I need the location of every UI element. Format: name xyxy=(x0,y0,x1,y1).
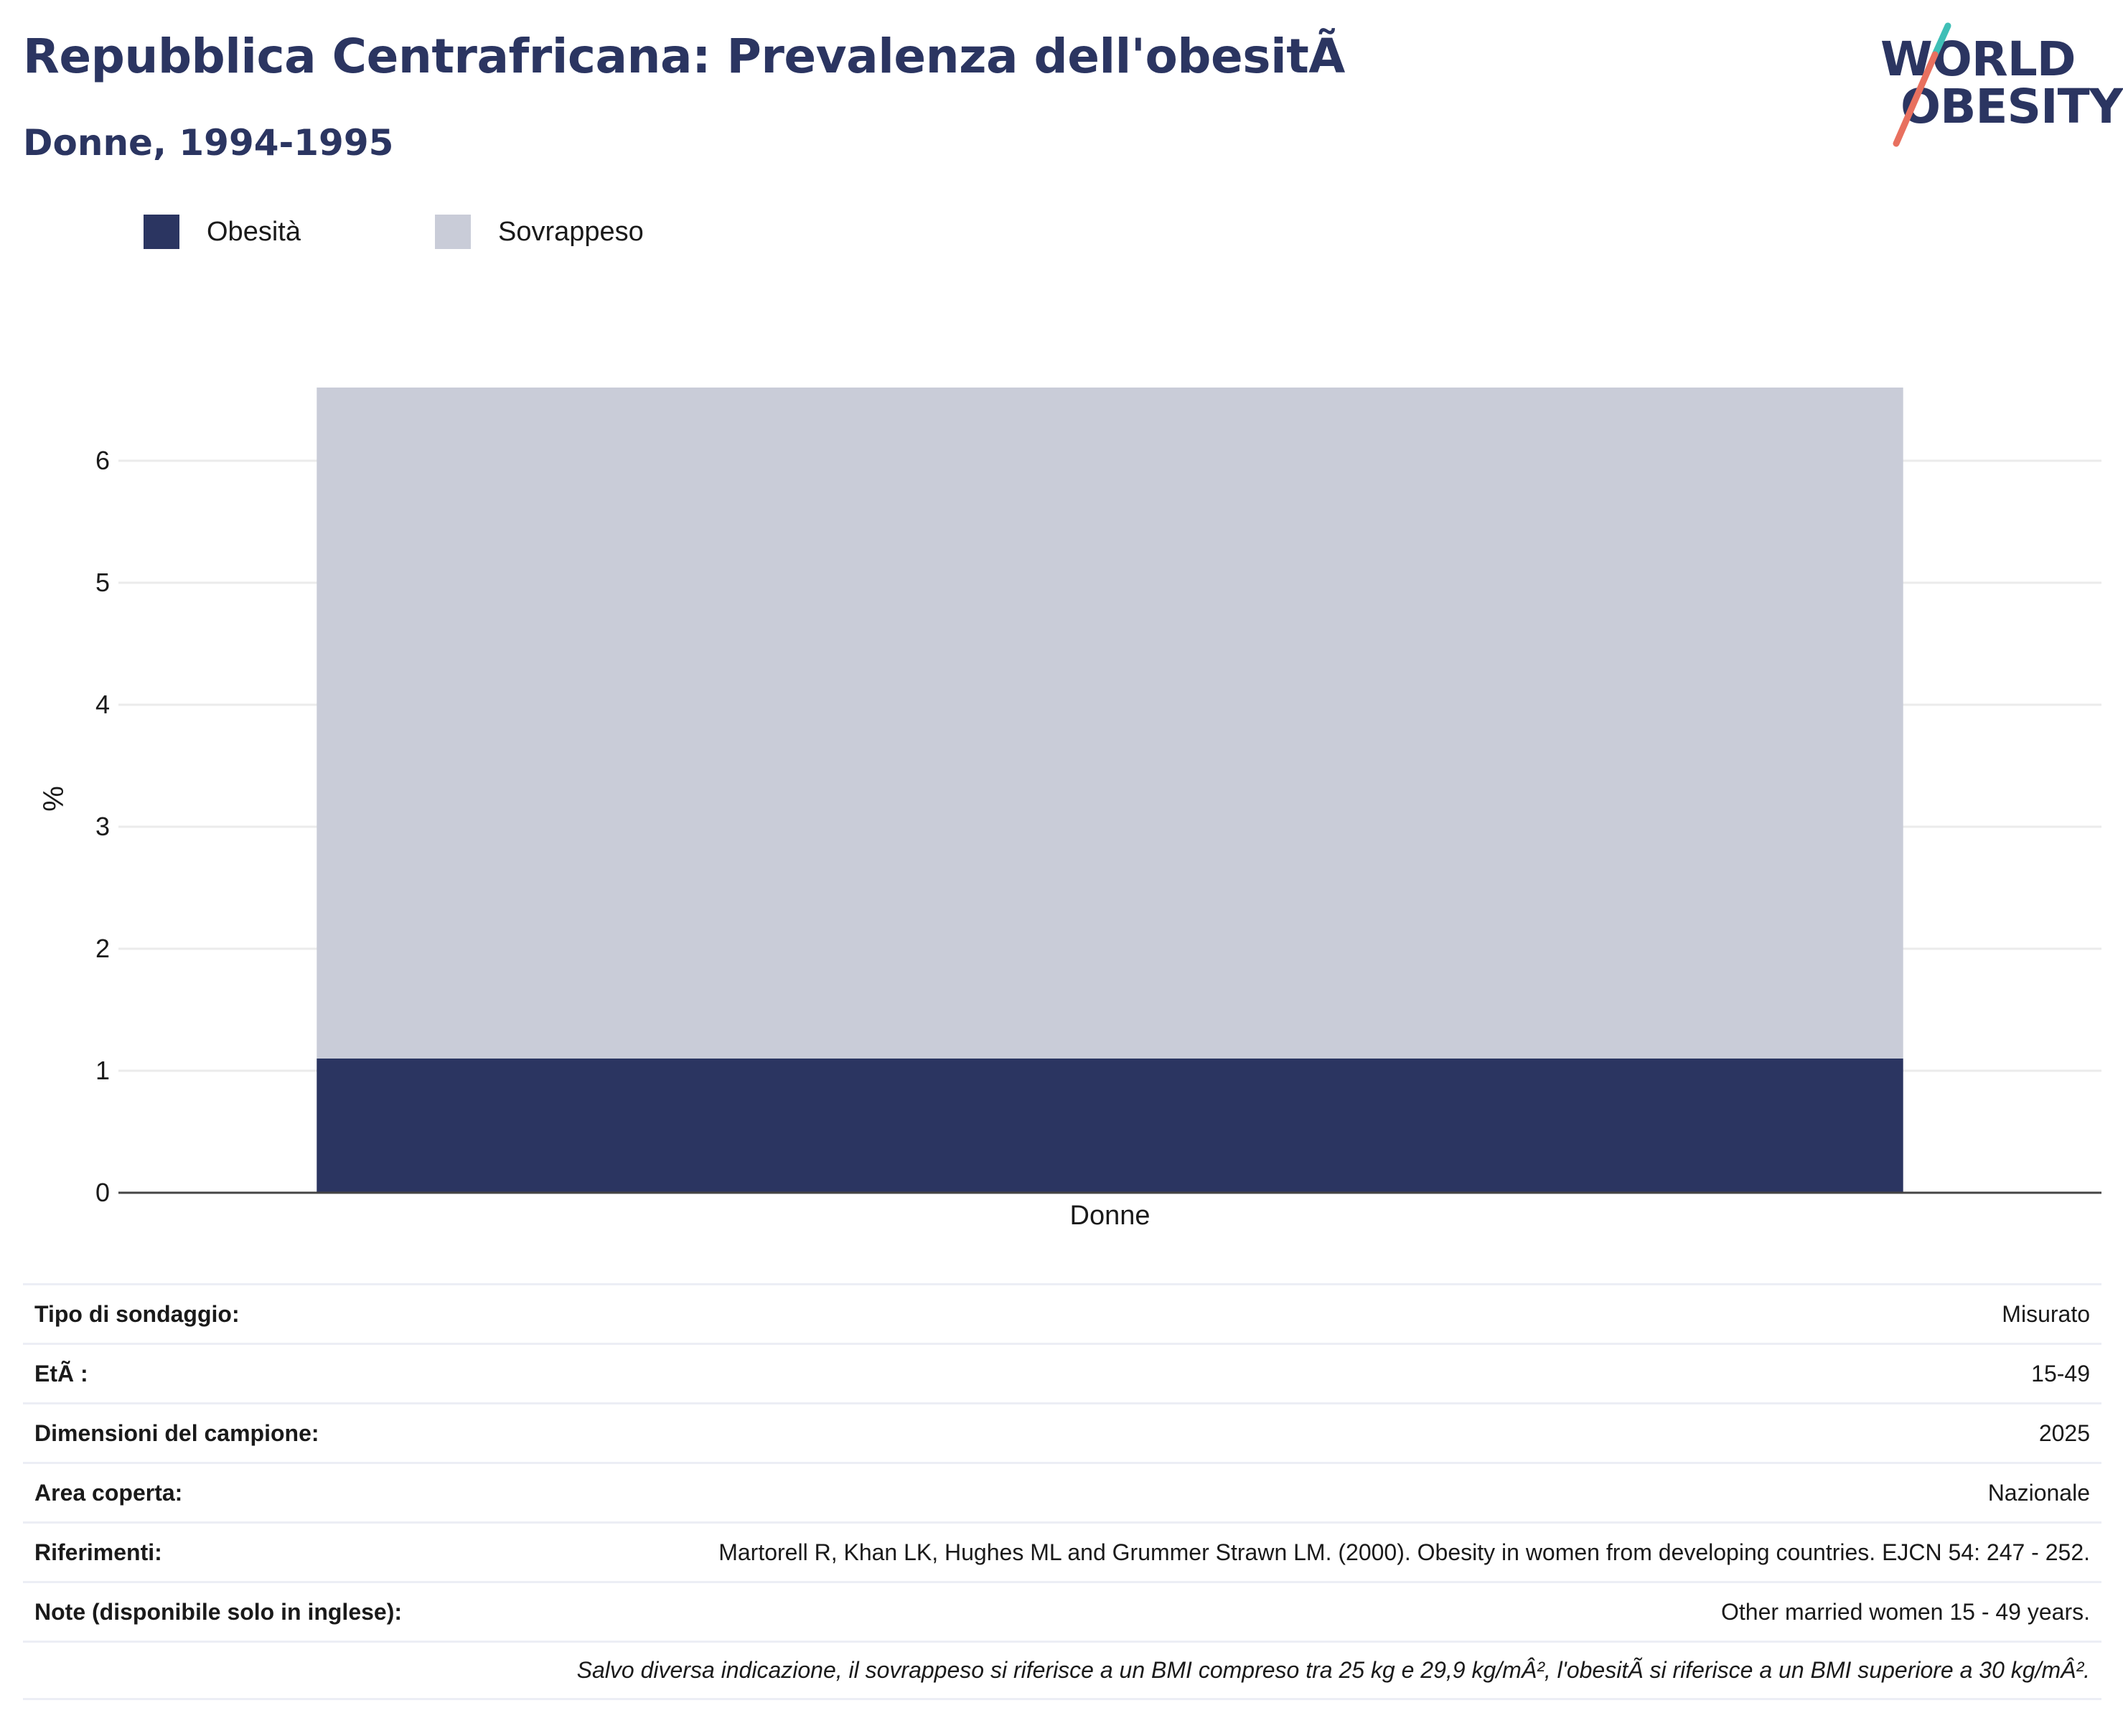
info-row-references: Riferimenti: Martorell R, Khan LK, Hughe… xyxy=(23,1521,2101,1581)
y-tick-label: 3 xyxy=(95,812,110,841)
info-row-area: Area coperta: Nazionale xyxy=(23,1462,2101,1521)
y-tick-label: 5 xyxy=(95,568,110,597)
legend-swatch-obesita xyxy=(144,215,179,249)
info-row-survey-type: Tipo di sondaggio: Misurato xyxy=(23,1283,2101,1343)
chart-bars xyxy=(317,388,1903,1193)
survey-info-table: Tipo di sondaggio: Misurato EtÃ : 15-49 … xyxy=(23,1283,2101,1700)
info-row-age: EtÃ : 15-49 xyxy=(23,1343,2101,1402)
info-row-notes: Note (disponibile solo in inglese): Othe… xyxy=(23,1581,2101,1641)
info-key: Riferimenti: xyxy=(34,1539,162,1565)
info-key: EtÃ : xyxy=(34,1360,88,1387)
x-axis-ticks: Donne xyxy=(1070,1201,1150,1231)
y-tick-label: 6 xyxy=(95,446,110,475)
footnote-text: Salvo diversa indicazione, il sovrappeso… xyxy=(576,1657,2090,1683)
x-tick-label: Donne xyxy=(1070,1201,1150,1231)
bar-sovrappeso[interactable] xyxy=(317,388,1903,1059)
y-axis-ticks: 0 1 2 3 4 5 6 xyxy=(95,446,110,1207)
world-obesity-logo: WORLD OBESITY xyxy=(1866,22,2123,158)
logo-slash-icon xyxy=(1893,22,1951,147)
logo-text-obesity: OBESITY xyxy=(1901,79,2123,134)
info-row-sample-size: Dimensioni del campione: 2025 xyxy=(23,1402,2101,1462)
info-value: Martorell R, Khan LK, Hughes ML and Grum… xyxy=(718,1539,2090,1565)
y-tick-label: 1 xyxy=(95,1056,110,1085)
info-key: Dimensioni del campione: xyxy=(34,1420,319,1446)
bar-obesit[interactable] xyxy=(317,1059,1903,1193)
info-key: Tipo di sondaggio: xyxy=(34,1300,240,1327)
page-subtitle: Donne, 1994-1995 xyxy=(23,122,394,164)
bar-chart: 0 1 2 3 4 5 6 Donne % xyxy=(37,388,2101,1231)
legend-label-obesita: Obesità xyxy=(207,216,301,247)
y-tick-label: 2 xyxy=(95,934,110,963)
info-key: Area coperta: xyxy=(34,1479,183,1506)
info-value: 15-49 xyxy=(2031,1360,2090,1387)
info-value: Other married women 15 - 49 years. xyxy=(1721,1598,2090,1625)
info-value: Nazionale xyxy=(1987,1479,2090,1506)
info-row-footnote: Salvo diversa indicazione, il sovrappeso… xyxy=(23,1641,2101,1700)
info-value: Misurato xyxy=(2002,1300,2090,1327)
y-tick-label: 0 xyxy=(95,1178,110,1207)
legend-swatch-sovrappeso xyxy=(435,215,471,249)
info-value: 2025 xyxy=(2038,1420,2090,1446)
y-tick-label: 4 xyxy=(95,690,110,719)
legend-item-obesita[interactable]: Obesità xyxy=(144,214,301,250)
page-title: Repubblica Centrafricana: Prevalenza del… xyxy=(23,29,1345,84)
info-key: Note (disponibile solo in inglese): xyxy=(34,1598,403,1625)
y-axis-label: % xyxy=(37,786,68,812)
logo-text-world: WORLD xyxy=(1880,32,2076,87)
legend-item-sovrappeso[interactable]: Sovrappeso xyxy=(435,214,644,250)
legend-label-sovrappeso: Sovrappeso xyxy=(498,216,644,247)
